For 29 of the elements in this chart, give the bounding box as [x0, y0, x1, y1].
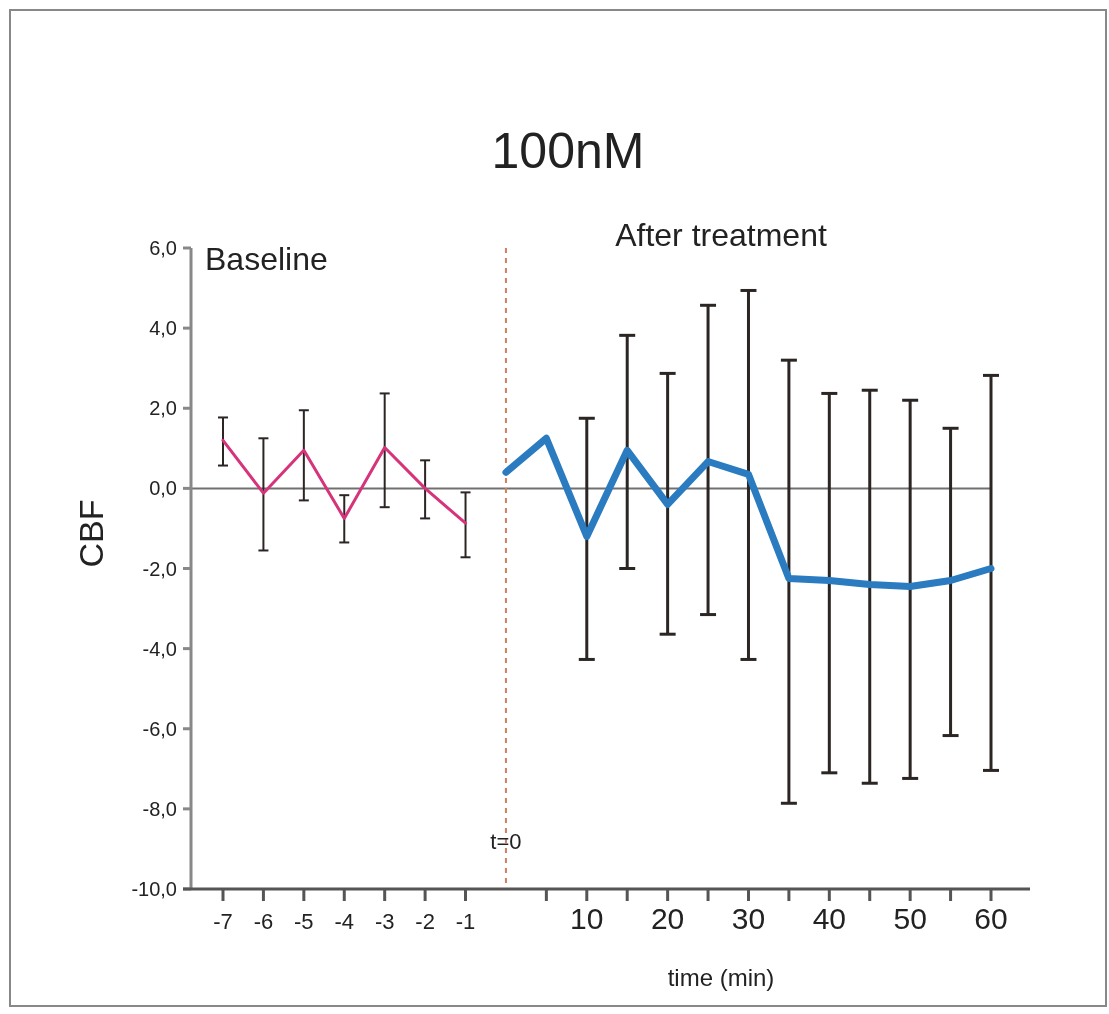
x-tick-label: 60 [974, 902, 1008, 935]
y-tick-label: 4,0 [149, 317, 177, 340]
x-tick-label: 10 [570, 902, 604, 935]
y-tick-label: 6,0 [149, 237, 177, 259]
y-tick-label: -2,0 [142, 557, 177, 580]
y-tick-label: -8,0 [142, 797, 177, 820]
y-tick-label: 2,0 [149, 397, 177, 420]
x-tick-label: -2 [415, 909, 435, 934]
x-tick-label: 20 [650, 902, 685, 935]
x-tick-label: -7 [213, 909, 233, 934]
y-tick-label: -4,0 [142, 637, 177, 660]
x-tick-label: 30 [731, 902, 766, 935]
x-tick-label: -4 [334, 909, 355, 934]
x-tick-label: 50 [893, 902, 927, 935]
annotation: After treatment [615, 217, 827, 253]
chart-title: 100nM [491, 123, 645, 179]
x-tick-label: 40 [812, 902, 846, 935]
y-tick-label: 0,0 [149, 477, 177, 500]
y-axis-title: CBF [72, 499, 110, 568]
line-series [221, 438, 468, 525]
y-tick-label: -10,0 [131, 878, 177, 900]
x-tick-label: -3 [374, 909, 395, 934]
x-axis-title: time (min) [667, 964, 775, 991]
x-tick-label: -1 [455, 909, 476, 934]
x-tick-label: -6 [253, 909, 274, 934]
x-tick-label: t=0 [490, 829, 522, 854]
x-tick-label: -5 [294, 909, 314, 934]
y-tick-label: -6,0 [142, 717, 177, 740]
annotation: Baseline [205, 241, 328, 277]
